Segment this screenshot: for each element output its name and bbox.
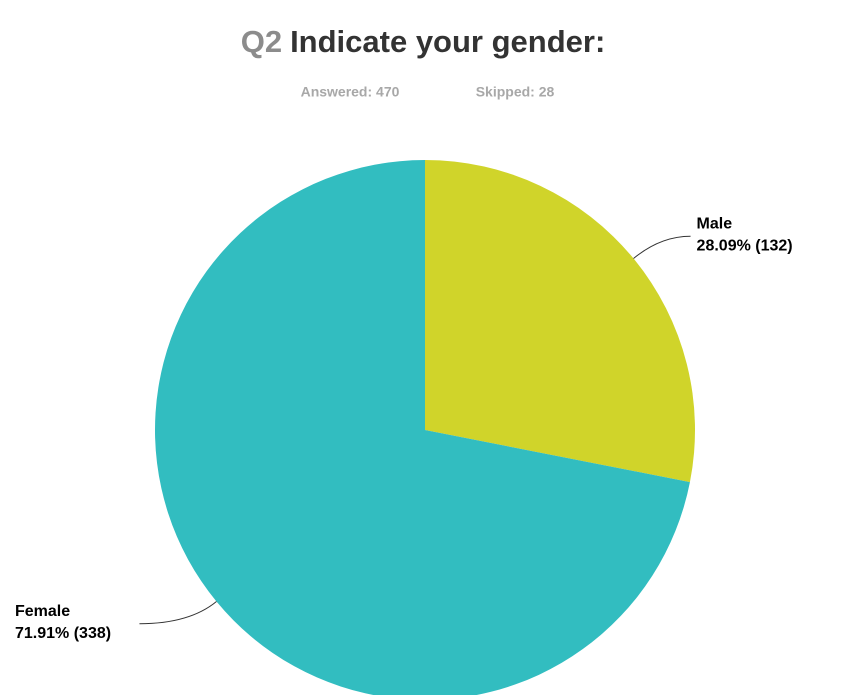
chart-heading: Q2 Indicate your gender: bbox=[241, 24, 606, 59]
question-number: Q2 bbox=[241, 24, 282, 59]
answered-count: Answered: 470 bbox=[301, 84, 400, 100]
pie-slice bbox=[425, 160, 695, 483]
slice-name: Female bbox=[15, 603, 70, 620]
skipped-count: Skipped: 28 bbox=[476, 84, 555, 100]
slice-value-label: 71.91% (338) bbox=[15, 625, 111, 642]
leader-line bbox=[633, 235, 691, 259]
chart-title: Indicate your gender: bbox=[290, 24, 605, 59]
slice-value-label: 28.09% (132) bbox=[697, 237, 793, 254]
pie-slice bbox=[155, 160, 690, 695]
slice-name: Male bbox=[697, 215, 733, 232]
leader-line bbox=[139, 601, 217, 625]
